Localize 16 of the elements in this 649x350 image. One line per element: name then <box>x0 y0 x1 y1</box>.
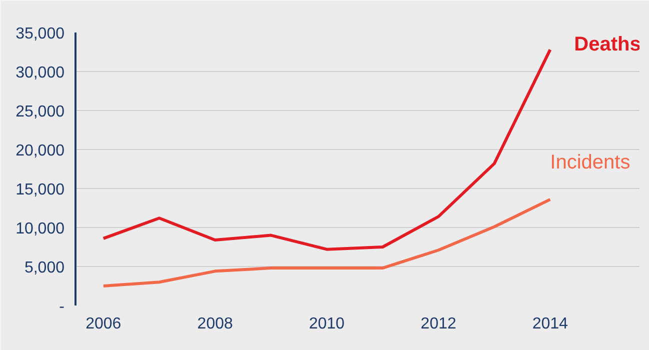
y-tick-label: 10,000 <box>16 220 65 238</box>
series-label: Incidents <box>550 151 630 174</box>
y-tick-label: 20,000 <box>16 142 65 160</box>
x-tick-label: 2012 <box>420 316 456 332</box>
line-series <box>102 198 552 288</box>
x-tick-label: 2008 <box>197 316 233 332</box>
line-series <box>102 48 552 251</box>
y-tick-label: 25,000 <box>16 104 65 120</box>
y-tick-label: 30,000 <box>16 64 65 82</box>
y-tick-label: 15,000 <box>16 182 65 198</box>
y-tick-label: - <box>59 298 64 316</box>
x-tick-label: 2006 <box>86 316 122 332</box>
y-tick-label: 5,000 <box>24 260 65 276</box>
x-tick-label: 2014 <box>532 316 568 332</box>
y-tick-label: 35,000 <box>16 26 65 42</box>
x-tick-label: 2010 <box>308 316 345 332</box>
